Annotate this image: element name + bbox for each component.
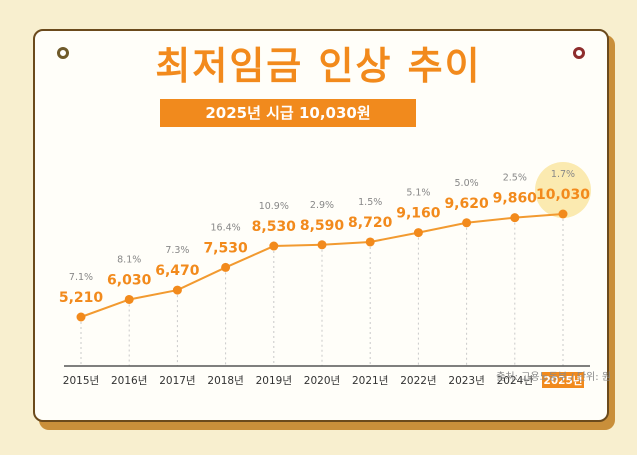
chart-title: 최저임금 인상 추이 [155,44,482,88]
chart-card [33,29,609,422]
highlight-year-box [542,372,584,388]
value-label: 6,030 [107,272,152,288]
data-point [317,240,327,250]
value-label: 8,590 [300,218,345,234]
data-point [365,237,375,247]
value-label: 8,720 [348,215,393,231]
value-label: 8,530 [252,219,297,235]
x-tick-label: 2017년 [159,375,195,387]
value-label: 6,470 [155,263,200,279]
x-tick-label: 2023년 [448,375,484,387]
rate-label: 5.1% [406,188,430,199]
x-tick-label: 2025년 [544,374,583,387]
value-label: 9,620 [444,196,489,212]
x-tick-label: 2021년 [352,375,388,387]
x-tick-label: 2015년 [63,375,99,387]
rate-label: 8.1% [117,254,141,265]
data-point [76,312,86,322]
data-point [221,262,231,272]
rate-label: 7.1% [69,272,93,283]
x-tick-label: 2020년 [304,375,340,387]
data-point [269,241,279,251]
x-tick-label: 2016년 [111,375,147,387]
data-point [124,294,134,304]
source-note: 출처: 고용노동부 / 단위: 원 [496,372,611,383]
rate-label: 10.9% [259,201,289,212]
rate-label: 2.5% [503,173,527,184]
pin-right-icon [573,47,585,59]
value-label: 9,160 [396,206,441,222]
rate-label: 1.7% [551,169,575,180]
value-label: 5,210 [59,290,104,306]
data-point [510,213,520,223]
value-label: 10,030 [536,187,590,203]
rate-label: 5.0% [455,178,479,189]
rate-label: 16.4% [211,222,241,233]
data-point [413,228,423,238]
value-label: 7,530 [203,240,248,256]
data-point [558,209,568,219]
rate-label: 1.5% [358,197,382,208]
x-tick-label: 2018년 [207,375,243,387]
value-label: 9,860 [493,191,538,207]
x-tick-label: 2024년 [497,375,533,387]
data-point [172,285,182,295]
x-tick-label: 2019년 [256,375,292,387]
highlight-circle [535,162,591,218]
rate-label: 7.3% [165,245,189,256]
data-point [462,218,472,228]
x-tick-label: 2022년 [400,375,436,387]
chart-subtitle-banner: 2025년 시급 10,030원 [160,99,416,127]
rate-label: 2.9% [310,200,334,211]
pin-left-icon [57,47,69,59]
